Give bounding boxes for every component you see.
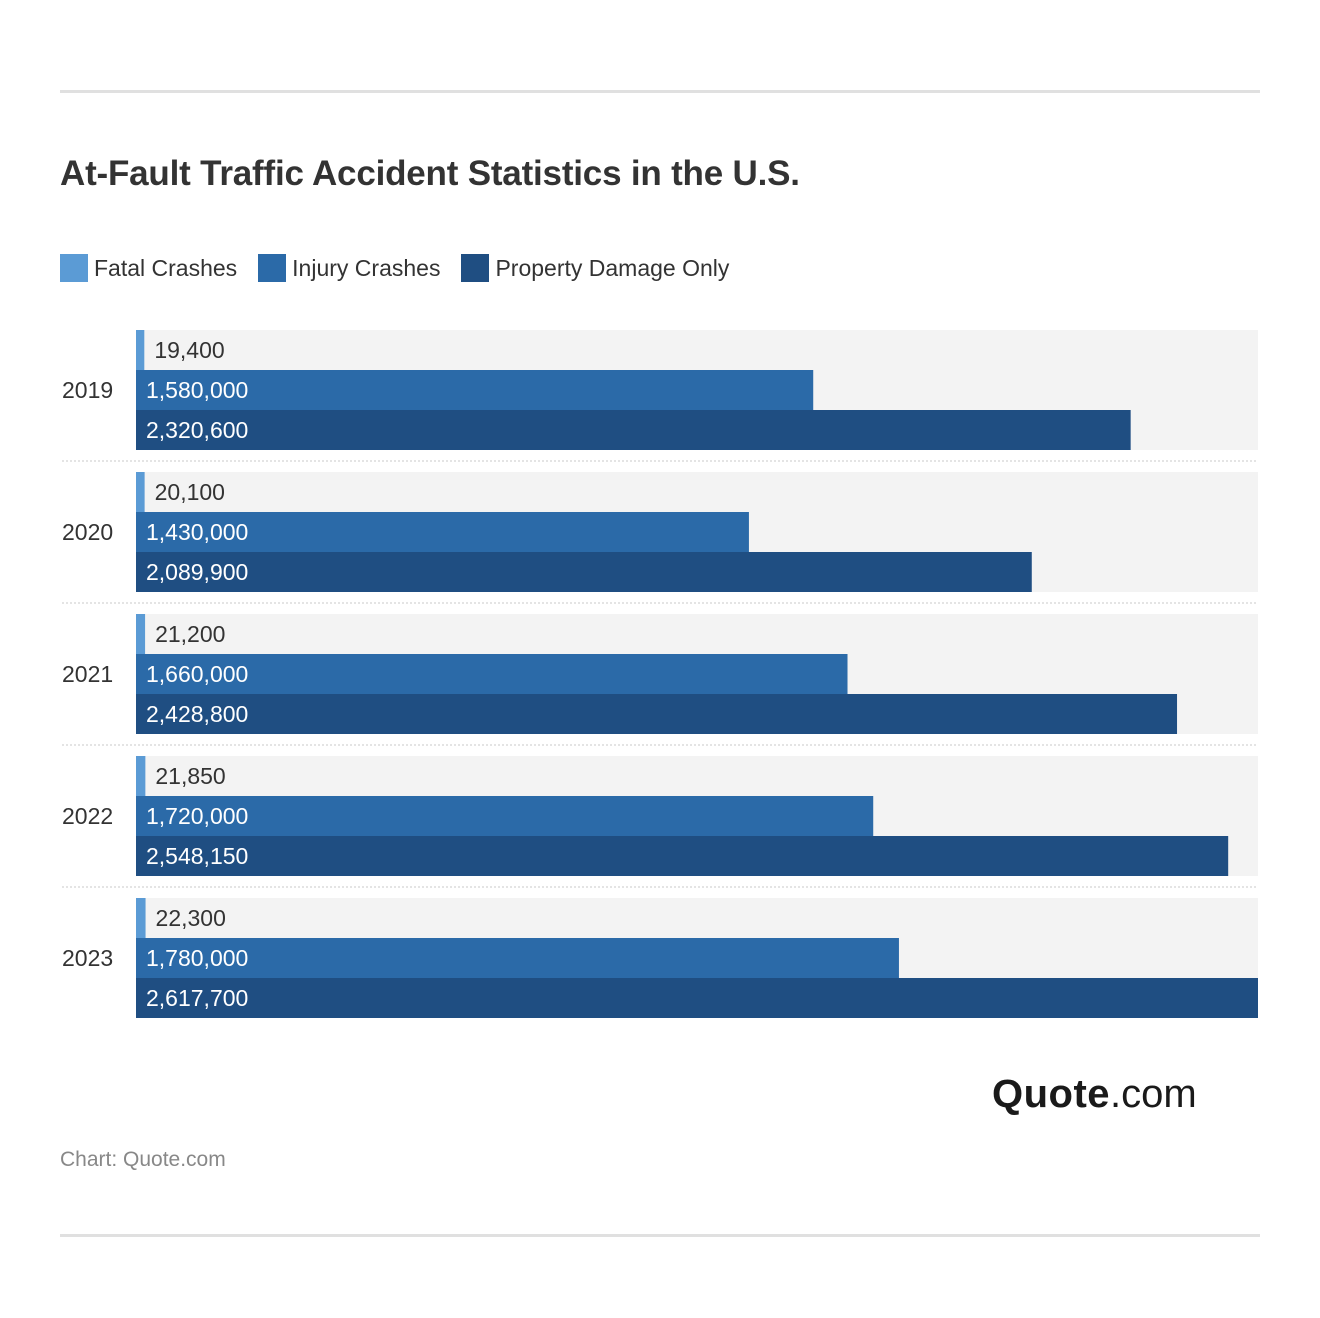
bar-injury-crashes-2021 (136, 654, 848, 694)
data-label-injury-crashes-2022: 1,720,000 (146, 803, 248, 829)
top-divider (60, 90, 1260, 93)
data-label-fatal-crashes-2019: 19,400 (154, 337, 224, 363)
bar-fatal-crashes-2020 (136, 472, 145, 512)
bar-fatal-crashes-2022 (136, 756, 146, 796)
data-label-injury-crashes-2021: 1,660,000 (146, 661, 248, 687)
data-label-property-damage-only-2022: 2,548,150 (146, 843, 248, 869)
bar-injury-crashes-2022 (136, 796, 874, 836)
data-label-fatal-crashes-2021: 21,200 (155, 621, 225, 647)
data-label-injury-crashes-2019: 1,580,000 (146, 377, 248, 403)
category-label-2023: 2023 (62, 945, 113, 971)
data-label-fatal-crashes-2023: 22,300 (156, 905, 226, 931)
bottom-divider (60, 1234, 1260, 1237)
legend-swatch-fatal (60, 254, 88, 282)
legend-label-injury: Injury Crashes (292, 254, 441, 281)
bar-injury-crashes-2019 (136, 370, 814, 410)
logo-brand: Quote (992, 1072, 1111, 1116)
category-label-2021: 2021 (62, 661, 113, 687)
bar-injury-crashes-2020 (136, 512, 749, 552)
quote-logo: Quote.com (992, 1072, 1197, 1117)
data-label-injury-crashes-2020: 1,430,000 (146, 519, 248, 545)
bar-fatal-crashes-2019 (136, 330, 145, 370)
bar-injury-crashes-2023 (136, 938, 899, 978)
data-label-property-damage-only-2020: 2,089,900 (146, 559, 248, 585)
chart-title: At-Fault Traffic Accident Statistics in … (60, 154, 800, 193)
data-label-property-damage-only-2023: 2,617,700 (146, 985, 248, 1011)
logo-tld: .com (1110, 1072, 1197, 1116)
bar-property-damage-only-2020 (136, 552, 1032, 592)
bar-property-damage-only-2021 (136, 694, 1178, 734)
category-label-2019: 2019 (62, 377, 113, 403)
bar-property-damage-only-2022 (136, 836, 1229, 876)
legend-item-property: Property Damage Only (461, 254, 729, 282)
legend-item-injury: Injury Crashes (258, 254, 440, 282)
category-label-2022: 2022 (62, 803, 113, 829)
chart-source: Chart: Quote.com (60, 1148, 226, 1171)
bar-fatal-crashes-2021 (136, 614, 146, 654)
bar-fatal-crashes-2023 (136, 898, 146, 938)
legend-swatch-property (461, 254, 490, 282)
data-label-injury-crashes-2023: 1,780,000 (146, 945, 248, 971)
legend-label-fatal: Fatal Crashes (94, 254, 238, 281)
data-label-property-damage-only-2021: 2,428,800 (146, 701, 248, 727)
legend-item-fatal: Fatal Crashes (60, 254, 237, 282)
legend: Fatal Crashes Injury Crashes Property Da… (60, 253, 750, 283)
data-label-fatal-crashes-2020: 20,100 (155, 479, 225, 505)
bar-property-damage-only-2023 (136, 978, 1258, 1018)
legend-label-property: Property Damage Only (495, 254, 730, 281)
category-label-2020: 2020 (62, 519, 113, 545)
data-label-fatal-crashes-2022: 21,850 (155, 763, 225, 789)
data-label-property-damage-only-2019: 2,320,600 (146, 417, 248, 443)
bar-property-damage-only-2019 (136, 410, 1131, 450)
bar-chart: 2019 19,400 1,580,000 2,320,600 2020 20,100 1,… (62, 330, 1258, 1018)
legend-swatch-injury (258, 254, 287, 282)
